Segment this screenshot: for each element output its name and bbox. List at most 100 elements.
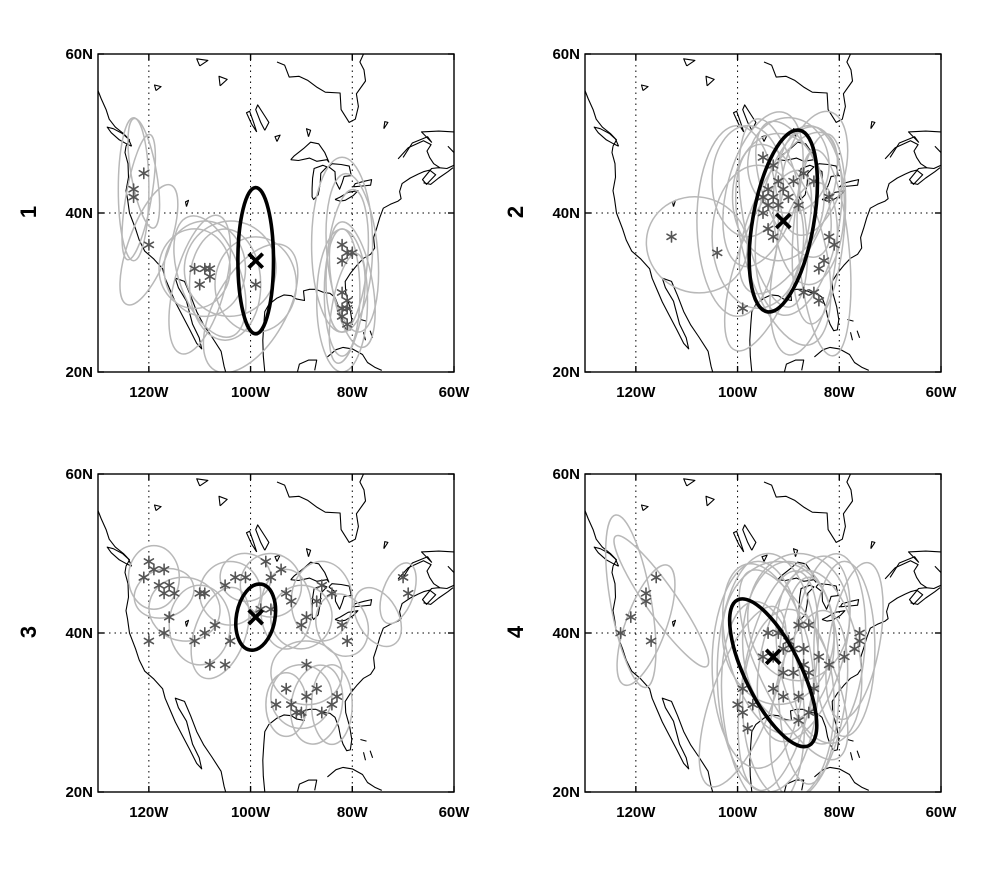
member-marker xyxy=(773,175,784,188)
member-marker xyxy=(209,619,221,632)
coastline xyxy=(593,546,620,567)
coastline xyxy=(884,560,928,589)
member-marker xyxy=(737,302,748,315)
coastline xyxy=(849,752,854,761)
coastline xyxy=(611,146,714,372)
coastline xyxy=(849,332,854,341)
x-tick-label: 60W xyxy=(926,804,958,821)
coastline xyxy=(106,546,133,567)
panel-4: 4 60N 40N 20N 120W 100W 80W 60W xyxy=(503,466,957,821)
x-tick-label: 60W xyxy=(439,804,471,821)
coastline xyxy=(870,541,876,550)
x-tick-label: 80W xyxy=(824,804,856,821)
coastline xyxy=(305,548,312,557)
coastline xyxy=(397,140,441,169)
member-ellipse xyxy=(741,608,835,792)
coastline xyxy=(910,587,941,605)
member-marker xyxy=(813,262,825,275)
coastline xyxy=(274,134,281,142)
cluster-mean-ellipse xyxy=(236,185,276,336)
member-marker xyxy=(798,642,809,655)
x-tick-label: 60W xyxy=(439,384,471,401)
member-ellipses xyxy=(645,110,852,357)
member-marker xyxy=(143,635,155,647)
member-ellipse xyxy=(716,552,820,792)
member-marker xyxy=(316,706,328,719)
coastlines xyxy=(98,54,454,372)
member-marker xyxy=(788,175,799,188)
coastline xyxy=(106,126,133,147)
centroid-marker xyxy=(247,252,265,270)
member-marker xyxy=(301,611,312,624)
coastline xyxy=(889,550,941,578)
centroid-marker xyxy=(764,648,782,666)
member-marker xyxy=(615,627,626,639)
cluster-mean-ellipse xyxy=(727,597,819,749)
member-marker xyxy=(854,635,865,647)
member-marker xyxy=(189,635,200,647)
member-ellipse xyxy=(813,560,876,738)
member-marker xyxy=(762,627,774,639)
member-markers xyxy=(666,151,840,315)
y-tick-label: 40N xyxy=(65,625,93,642)
coastline xyxy=(856,750,861,758)
y-tick-label: 60N xyxy=(65,46,93,63)
member-marker xyxy=(762,199,774,212)
member-ellipse xyxy=(746,552,851,682)
coastline xyxy=(276,474,367,543)
coastline xyxy=(352,599,373,608)
x-tick-label: 80W xyxy=(824,384,856,401)
member-markers xyxy=(138,555,414,719)
coastline xyxy=(742,524,757,551)
member-marker xyxy=(194,587,205,600)
cluster-mean-ellipse xyxy=(234,582,278,652)
coastline xyxy=(798,584,815,621)
member-ellipse xyxy=(734,143,832,346)
panel-label: 4 xyxy=(503,625,528,638)
member-marker xyxy=(666,230,677,243)
coastline xyxy=(369,750,374,758)
member-marker xyxy=(823,191,835,204)
member-marker xyxy=(732,698,743,711)
member-marker xyxy=(762,183,774,196)
member-marker xyxy=(783,191,794,204)
coastline xyxy=(742,104,757,131)
coastline xyxy=(585,510,618,567)
coastline xyxy=(870,121,876,130)
coastline xyxy=(640,504,649,512)
member-marker xyxy=(645,635,657,647)
coastline xyxy=(889,130,941,158)
y-tick-label: 20N xyxy=(65,364,93,381)
member-marker xyxy=(773,199,784,212)
member-ellipse xyxy=(604,514,657,689)
member-marker xyxy=(286,698,297,711)
member-marker xyxy=(803,706,815,719)
member-marker xyxy=(828,238,840,251)
x-tick-label: 120W xyxy=(616,384,656,401)
coastline xyxy=(402,130,454,158)
y-tick-label: 40N xyxy=(552,625,580,642)
coastline xyxy=(296,359,318,372)
member-marker xyxy=(808,286,820,299)
coastline xyxy=(884,140,928,169)
coastline xyxy=(360,318,367,322)
coastline xyxy=(274,554,281,562)
coastline xyxy=(611,566,714,792)
member-marker xyxy=(737,706,748,719)
member-ellipse xyxy=(696,124,780,318)
member-marker xyxy=(336,619,348,632)
coastline xyxy=(255,104,270,131)
coastline xyxy=(763,474,854,543)
map-area xyxy=(98,474,454,792)
coastline xyxy=(856,330,861,338)
member-marker xyxy=(778,690,789,703)
member-marker xyxy=(762,222,774,235)
member-marker xyxy=(280,682,292,695)
coastline xyxy=(934,565,941,573)
coastline xyxy=(814,766,870,791)
coastline xyxy=(423,587,454,605)
y-tick-label: 20N xyxy=(65,784,93,801)
coastline xyxy=(847,738,854,742)
coastline xyxy=(255,524,270,551)
coastline xyxy=(124,566,227,792)
